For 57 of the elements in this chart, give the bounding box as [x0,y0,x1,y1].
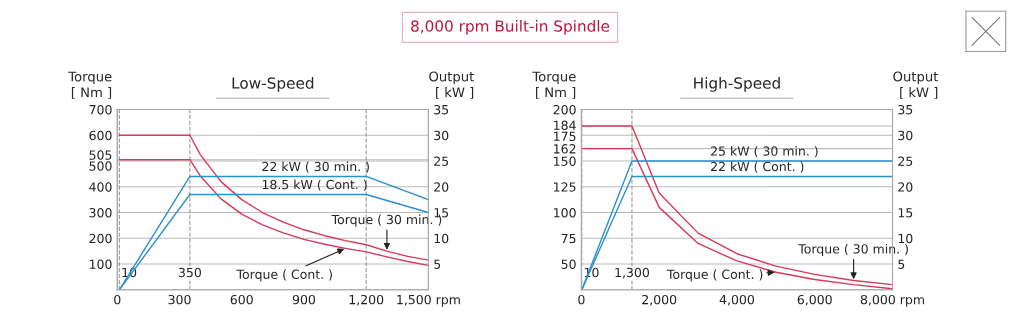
x-tick-label: 1,500 rpm [397,294,460,307]
y2-axis-title: Output [ kW ] [893,71,939,99]
y-tick-label: 700 [89,104,112,115]
y-tick-label: 75 [561,233,576,244]
y-tick-label: 300 [89,207,112,218]
y-tick-label: 100 [554,207,576,218]
y2-tick-label: 10 [434,233,449,244]
y-tick-label: 184 [554,120,576,131]
y2-tick-label: 25 [898,156,913,166]
y2-tick-label: 25 [434,156,449,166]
x-tick-label: 0 [578,294,585,305]
y2-tick-label: 30 [898,130,913,141]
series-label: 25 kW ( 30 min. ) [711,146,818,158]
x-tick-label: 8,000 rpm [860,294,924,307]
ref-line-label: 350 [178,267,201,278]
y-tick-label: 600 [89,130,112,141]
series-label: Torque ( Cont. ) [236,269,332,282]
y-tick-label: 150 [554,156,576,166]
y2-tick-label: 5 [898,259,905,269]
y-tick-label: 500 [89,161,112,171]
x-tick-label: 4,000 [719,294,755,306]
y-tick-label: 200 [553,104,576,115]
x-tick-label: 2,000 [642,294,677,306]
y2-tick-label: 20 [898,182,913,192]
y2-axis-title: Output [ kW ] [429,71,474,99]
y-tick-label: 162 [554,144,576,154]
series-label: 22 kW ( Cont. ) [711,161,804,173]
y2-tick-label: 20 [434,182,449,192]
y2-tick-label: 35 [434,104,449,115]
y-axis-title: Torque [ Nm ] [68,71,112,99]
y-tick-label: 200 [89,233,112,244]
ref-line-label: 1,300 [615,267,650,279]
x-tick-label: 300 [168,294,191,305]
series-label: 22 kW ( 30 min. ) [262,161,369,173]
y-tick-label: 175 [554,131,576,142]
y2-tick-label: 15 [898,208,913,218]
y2-tick-label: 30 [434,130,449,141]
y-tick-label: 50 [561,259,576,269]
x-tick-label: 1,200 [349,294,384,306]
chart-subtitle: High-Speed [694,76,780,92]
y2-tick-label: 10 [898,233,913,244]
y2-tick-label: 5 [434,259,441,269]
series-label: 18.5 kW ( Cont. ) [262,179,367,191]
x-tick-label: 600 [230,294,253,305]
series-label: Torque ( 30 min. ) [798,243,908,257]
x-tick-label: 0 [114,294,121,305]
y2-tick-label: 35 [898,104,913,115]
y-tick-label: 505 [89,150,112,160]
y-axis-title: Torque [ Nm ] [532,71,576,99]
chart-subtitle: Low-Speed [232,76,314,92]
series-label: Torque ( Cont. ) [666,269,763,282]
y-tick-label: 125 [554,182,576,192]
y-tick-label: 100 [89,259,112,269]
text: 8,000 rpm Built-in Spindle [411,19,610,35]
x-tick-label: 6,000 [797,294,832,306]
x-tick-label: 900 [292,294,316,305]
y-tick-label: 400 [89,182,112,192]
